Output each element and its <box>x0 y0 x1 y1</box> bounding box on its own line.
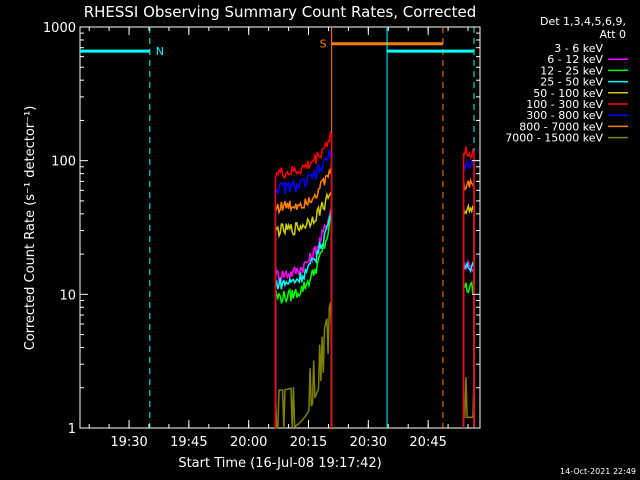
x-tick-label: 19:45 <box>170 435 207 450</box>
y-tick-label: 1000 <box>43 21 76 36</box>
series-segment <box>274 249 333 428</box>
x-tick-label: 20:45 <box>409 435 446 450</box>
series-segment <box>462 177 475 428</box>
series-layer <box>274 130 475 429</box>
series-segment <box>462 286 475 428</box>
series-segment <box>274 130 333 428</box>
legend-entry-label: 25 - 50 keV <box>540 76 603 89</box>
x-tick-label: 19:30 <box>110 435 147 450</box>
series-800-to-7000keV-kev <box>274 164 475 428</box>
series-12-to-25keV-kev <box>274 216 475 428</box>
annotation-label: N <box>156 45 164 58</box>
legend-entry-label: 300 - 800 keV <box>526 109 603 122</box>
series-7000-to-15000keV-kev <box>274 302 475 429</box>
series-segment <box>274 302 333 429</box>
y-axis-label: Corrected Count Rate (s⁻¹ detector⁻¹) <box>23 106 38 351</box>
series-25-to-50keV-kev <box>274 205 475 428</box>
series-segment <box>274 207 333 428</box>
legend-entry-label: 3 - 6 keV <box>554 42 603 55</box>
plot-area <box>79 26 481 429</box>
annotation-label: S <box>320 38 327 51</box>
series-3-to-6keV-kev <box>274 249 475 428</box>
generation-timestamp: 14-Oct-2021 22:49 <box>560 467 636 476</box>
legend-entry-label: 12 - 25 keV <box>540 64 603 77</box>
series-segment <box>274 205 333 428</box>
x-tick-label: 20:00 <box>230 435 267 450</box>
legend-entry-label: 6 - 12 keV <box>547 53 603 66</box>
legend-header-line-1: Det 1,3,4,5,6,9, <box>540 15 626 28</box>
y-tick-label: 10 <box>59 288 76 303</box>
series-segment <box>274 191 333 428</box>
x-tick-label: 20:15 <box>290 435 327 450</box>
series-segment <box>274 216 333 428</box>
legend-header-line-2: Att 0 <box>600 28 626 41</box>
legend-entry-label: 50 - 100 keV <box>533 87 603 100</box>
series-50-to-100keV-kev <box>274 191 475 428</box>
axis-layer: 19:30 19:45 20:00 20:15 20:30 20:45 1 10 100 1000 <box>43 21 480 450</box>
legend-entry-label: 7000 - 15000 keV <box>505 132 603 145</box>
series-300-to-800keV-kev <box>274 148 475 428</box>
series-segment <box>274 164 333 428</box>
plot-frame <box>79 26 481 429</box>
series-segment <box>462 203 475 428</box>
series-segment <box>462 260 475 428</box>
legend-entry-label: 800 - 7000 keV <box>519 120 603 133</box>
x-tick-label: 20:30 <box>350 435 387 450</box>
series-segment <box>274 148 333 428</box>
series-segment <box>462 377 475 428</box>
y-tick-label: 1 <box>68 422 76 437</box>
chart-title: RHESSI Observing Summary Count Rates, Co… <box>84 3 477 21</box>
legend-entry-label: 100 - 300 keV <box>526 98 603 111</box>
x-axis-label: Start Time (16-Jul-08 19:17:42) <box>178 456 381 471</box>
series-segment <box>462 158 475 428</box>
series-segment <box>462 280 475 428</box>
y-tick-label: 100 <box>51 155 76 170</box>
series-100-to-300keV-kev <box>274 130 475 428</box>
series-segment <box>462 146 475 428</box>
